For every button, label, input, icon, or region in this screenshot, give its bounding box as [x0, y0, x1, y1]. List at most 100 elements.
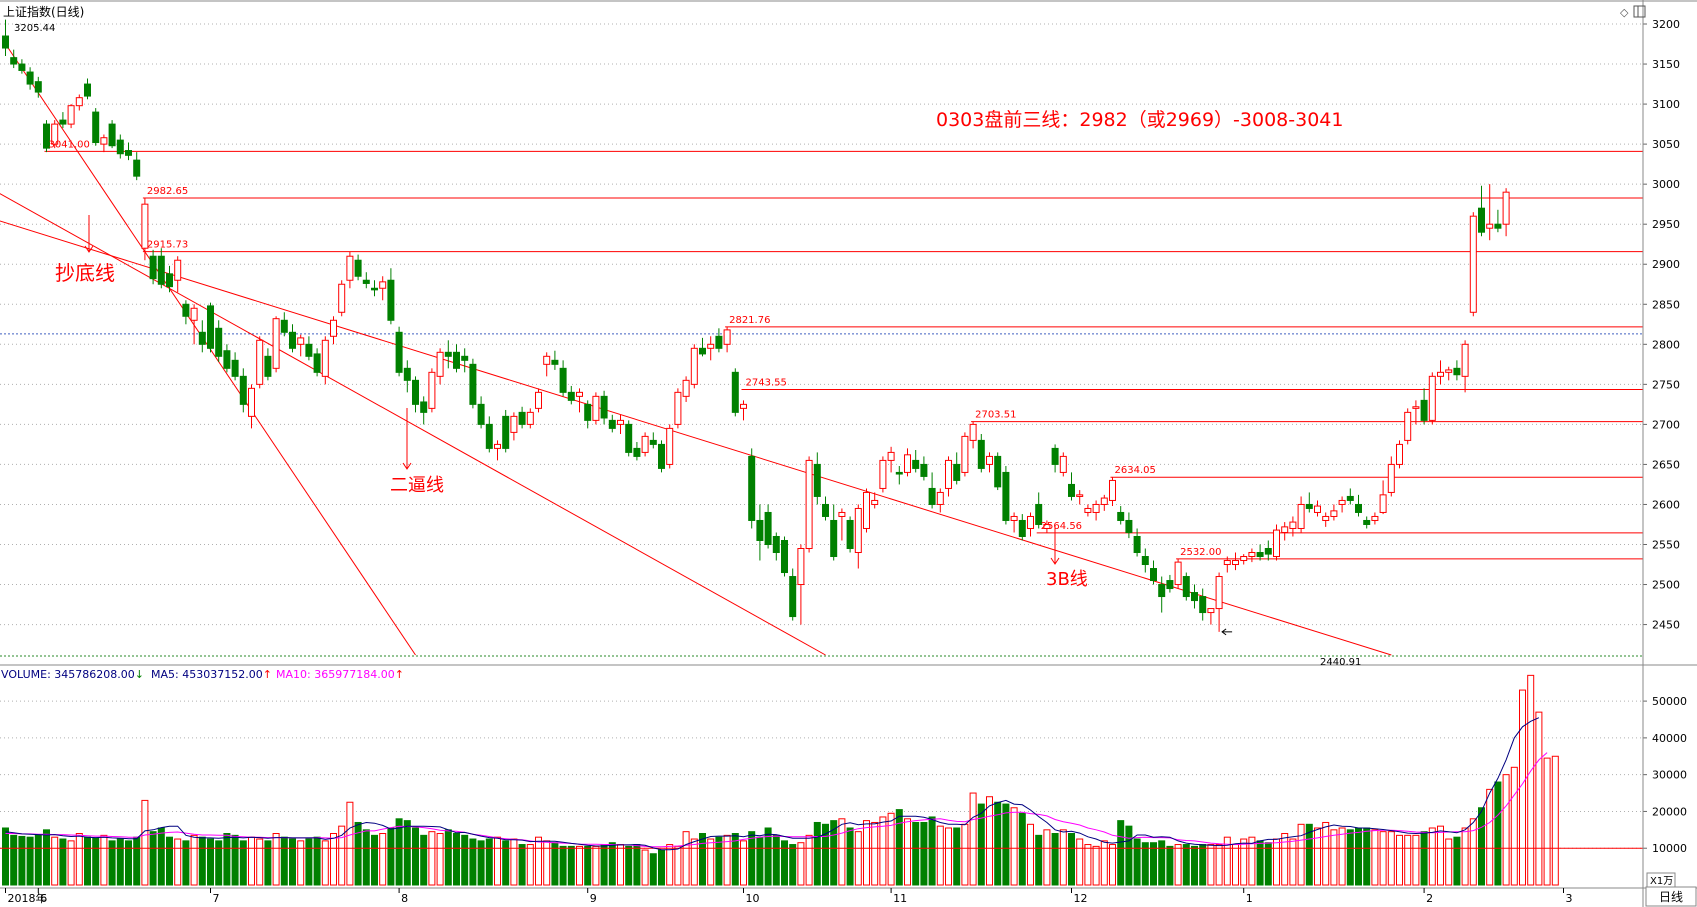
- candle-up: [1330, 510, 1338, 517]
- volume-bar-up: [272, 833, 280, 886]
- candle-down: [1182, 576, 1190, 598]
- volume-bar-down: [1256, 840, 1264, 886]
- candle-up: [1469, 215, 1477, 313]
- candle-up: [871, 499, 879, 505]
- candle-up: [256, 339, 264, 385]
- level-label: 2532.00: [1180, 547, 1221, 558]
- candle-up: [797, 548, 805, 586]
- volume-bar-up: [1207, 844, 1215, 886]
- candle-down: [313, 353, 321, 373]
- volume-bar-down: [1141, 842, 1149, 886]
- panel-icon[interactable]: [1633, 5, 1646, 18]
- volume-bar-up: [174, 838, 182, 886]
- volume-bar-down: [362, 829, 370, 886]
- candlesticks: [2, 19, 1510, 636]
- price-tick-label: 2900: [1652, 258, 1680, 271]
- volume-bar-down: [551, 842, 559, 886]
- candle-down: [10, 57, 18, 65]
- volume-bar-down: [584, 845, 592, 886]
- level-label: 2982.65: [147, 186, 188, 197]
- candle-up: [1404, 411, 1412, 441]
- volume-tick-label: 10000: [1652, 842, 1687, 855]
- candle-down: [789, 576, 797, 618]
- volume-bar-up: [674, 845, 682, 886]
- volume-bar-down: [1035, 834, 1043, 886]
- candle-down: [215, 327, 223, 357]
- volume-bar-up: [1338, 827, 1346, 886]
- candle-down: [1346, 495, 1354, 501]
- volume-bar-up: [1297, 823, 1305, 886]
- level-label: 2743.55: [746, 378, 787, 389]
- candle-up: [338, 283, 346, 313]
- candle-up: [1322, 515, 1330, 521]
- volume-bar-up: [494, 836, 501, 886]
- candle-down: [412, 379, 419, 405]
- volume-bar-up: [1396, 834, 1403, 886]
- volume-bar-up: [1510, 766, 1518, 886]
- candle-down: [846, 519, 854, 550]
- candle-up: [1076, 494, 1084, 497]
- volume-bar-down: [305, 838, 313, 886]
- volume-bar-down: [92, 837, 100, 886]
- candle-down: [912, 459, 920, 469]
- candle-up: [526, 411, 534, 425]
- period-tab[interactable]: [1645, 886, 1697, 907]
- candle-up: [67, 105, 75, 125]
- candle-up: [1240, 556, 1248, 562]
- volume-bar-down: [772, 834, 780, 886]
- candle-down: [731, 371, 739, 413]
- candle-down: [1166, 580, 1174, 590]
- volume-bar-down: [1264, 842, 1272, 886]
- volume-bar-up: [1043, 829, 1051, 886]
- candle-up: [1248, 552, 1256, 558]
- candle-down: [157, 255, 165, 285]
- volume-bar-down: [116, 838, 124, 886]
- candle-down: [1420, 399, 1428, 421]
- candle-up: [1109, 479, 1116, 501]
- volume-bar-down: [1158, 840, 1166, 886]
- candle-up: [321, 339, 329, 377]
- volume-bar-down: [485, 838, 493, 886]
- candle-down: [1363, 519, 1371, 525]
- volume-bar-up: [1412, 834, 1420, 886]
- candle-up: [592, 395, 600, 421]
- diamond-icon[interactable]: ◇: [1620, 6, 1629, 19]
- candle-down: [1141, 556, 1149, 566]
- price-tick-label: 3050: [1652, 138, 1680, 151]
- volume-bar-down: [453, 833, 460, 886]
- volume-bar-down: [633, 844, 641, 886]
- candle-down: [264, 355, 272, 377]
- annotation-arrowhead: [402, 462, 412, 470]
- volume-bar-up: [543, 840, 551, 886]
- volume-bar-up: [1273, 838, 1280, 886]
- volume-bar-down: [1305, 823, 1313, 886]
- volume-bar-down: [1355, 827, 1362, 886]
- volume-bar-down: [125, 840, 132, 886]
- volume-bar-down: [813, 821, 821, 886]
- volume-bar-up: [510, 838, 518, 886]
- volume-bar-up: [805, 834, 813, 886]
- candle-down: [1355, 503, 1362, 513]
- date-tick-label: 2: [1426, 892, 1433, 905]
- volume-bar-down: [1002, 803, 1010, 886]
- price-tick-label: 2800: [1652, 338, 1680, 351]
- horizontal-levels: [44, 150, 1643, 560]
- volume-bar-down: [977, 803, 985, 886]
- date-tick-label: 11: [893, 892, 907, 905]
- candle-down: [354, 259, 362, 277]
- candle-up: [936, 491, 944, 505]
- volume-bar-up: [1551, 755, 1559, 886]
- volume-bar-down: [715, 836, 723, 886]
- volume-bar-up: [190, 834, 198, 886]
- volume-bar-down: [699, 833, 706, 886]
- candle-down: [116, 139, 124, 155]
- volume-bar-up: [248, 836, 255, 886]
- volume-bar-down: [412, 827, 419, 886]
- price-tick-label: 2850: [1652, 298, 1680, 311]
- candle-down: [1150, 568, 1157, 582]
- candle-up: [945, 459, 952, 489]
- volume-bar-down: [502, 840, 510, 886]
- volume-bar-down: [289, 838, 296, 886]
- volume-bar-down: [2, 827, 9, 886]
- candle-up: [190, 307, 198, 321]
